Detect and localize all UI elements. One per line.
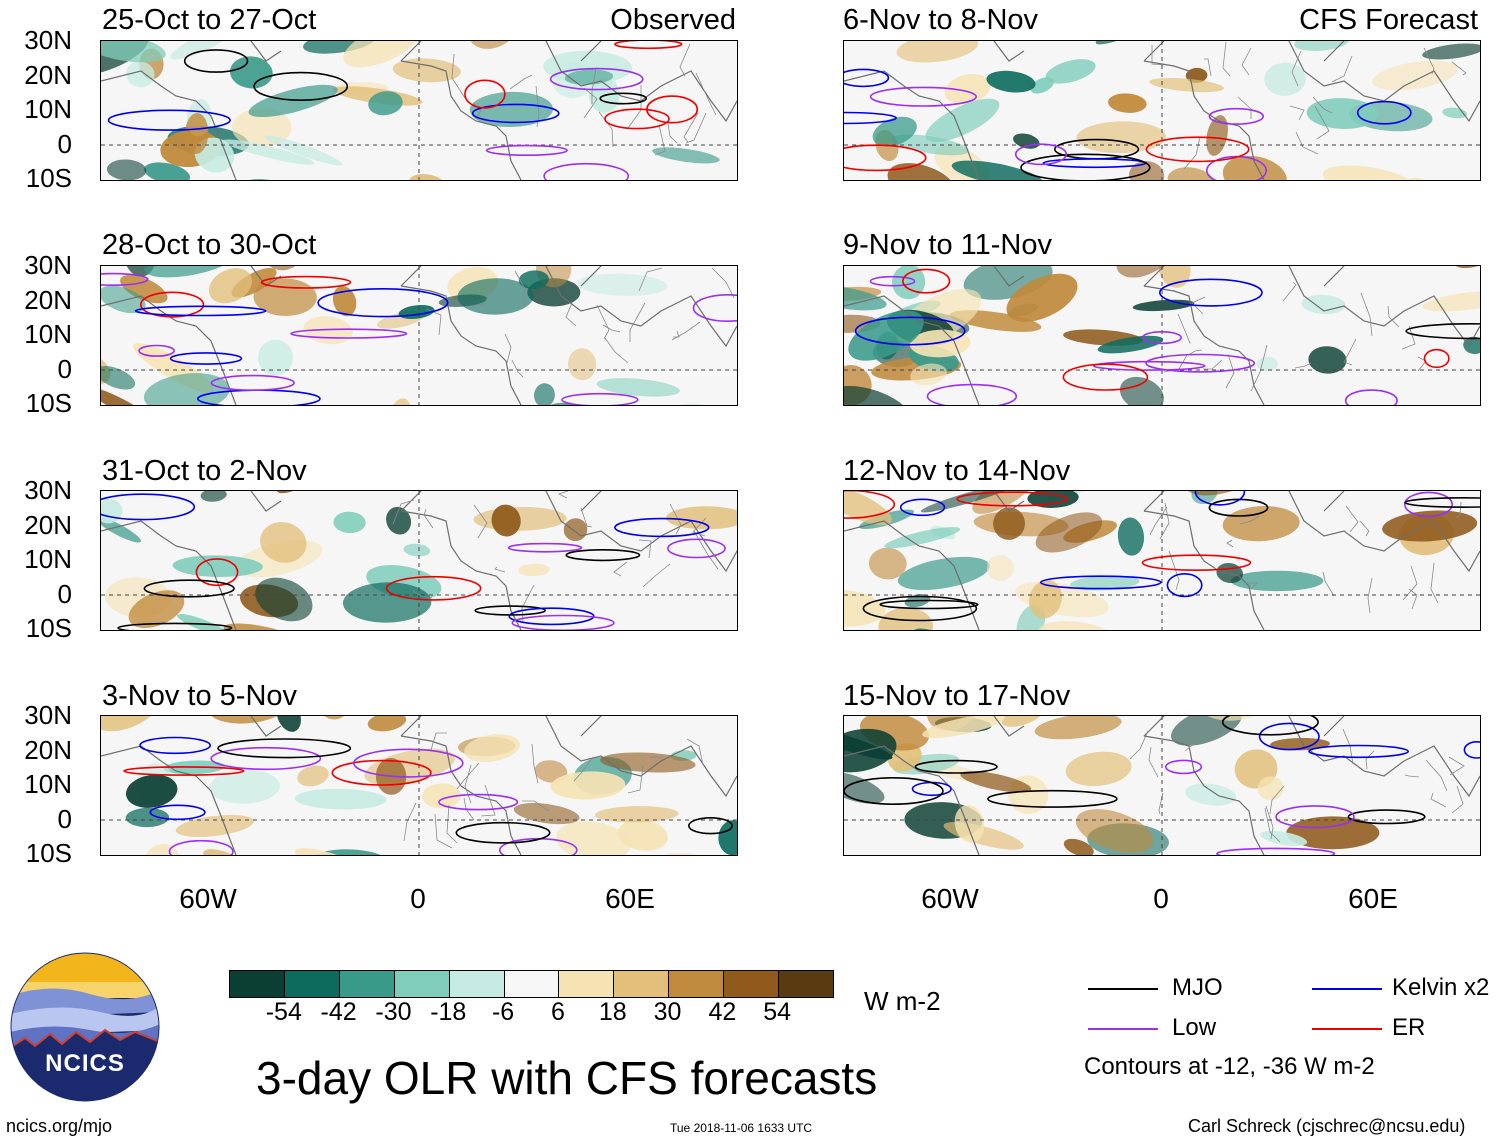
panel-title-observed-1: 25-Oct to 27-Oct: [102, 4, 317, 36]
panel-title-forecast-2: 9-Nov to 11-Nov: [843, 229, 1052, 261]
lon-label-obs-60w: 60W: [179, 883, 237, 914]
legend-label-low: Low: [1172, 1014, 1217, 1041]
panel-title-observed-4: 3-Nov to 5-Nov: [102, 680, 298, 712]
map-forecast-3: [843, 490, 1481, 631]
lat-label-row1-1: 20N: [24, 59, 72, 90]
map-observed-4: [100, 715, 738, 856]
lat-label-row1-0: 30N: [24, 25, 72, 55]
colorbar-tick-2: -30: [375, 998, 412, 1026]
panel-title-forecast-4: 15-Nov to 17-Nov: [843, 680, 1071, 712]
panel-title-forecast-1: 6-Nov to 8-Nov: [843, 4, 1039, 36]
lat-label-row1-3: 0: [57, 128, 72, 159]
panel-title-observed-2: 28-Oct to 30-Oct: [102, 229, 317, 261]
lat-label-row3-0: 30N: [24, 475, 72, 505]
colorbar-swatch-2: [339, 971, 395, 997]
colorbar-tick-5: 6: [550, 998, 565, 1026]
footer-author: Carl Schreck (cjschrec@ncsu.edu): [1188, 1116, 1466, 1136]
map-forecast-1: [843, 40, 1481, 181]
lat-label-row3-3: 0: [57, 578, 72, 609]
lat-label-row4-2: 10N: [24, 769, 72, 799]
legend-label-mjo: MJO: [1172, 974, 1223, 1001]
lat-label-row2-2: 10N: [24, 319, 72, 349]
lat-label-row3-2: 10N: [24, 544, 72, 574]
legend-line-low: [1088, 1028, 1158, 1030]
legend-line-kelvin: [1312, 988, 1382, 990]
lat-label-row1-2: 10N: [24, 94, 72, 124]
ncics-logo: NCICS: [10, 952, 160, 1102]
map-forecast-2: [843, 265, 1481, 406]
legend-label-er: ER: [1392, 1014, 1426, 1041]
legend-line-mjo: [1088, 988, 1158, 990]
colorbar: [229, 970, 834, 998]
lat-label-row3-1: 20N: [24, 509, 72, 540]
lat-label-row2-3: 0: [57, 353, 72, 384]
lat-label-row4-4: 10S: [25, 838, 72, 868]
lat-label-row4-1: 20N: [24, 734, 72, 765]
lat-label-row1-4: 10S: [25, 163, 72, 193]
lat-label-row3-4: 10S: [25, 613, 72, 643]
colorbar-tick-0: -54: [265, 998, 302, 1026]
forecast-header: CFS Forecast: [1299, 4, 1478, 36]
panel-title-forecast-3: 12-Nov to 14-Nov: [843, 455, 1071, 487]
colorbar-swatch-4: [449, 971, 505, 997]
lon-label-fc-60e: 60E: [1348, 883, 1398, 914]
colorbar-tick-4: -6: [491, 998, 515, 1026]
colorbar-tick-7: 30: [653, 998, 682, 1026]
colorbar-tick-6: 18: [598, 998, 627, 1026]
lat-label-row4-3: 0: [57, 803, 72, 834]
colorbar-swatch-5: [504, 971, 560, 997]
colorbar-swatch-7: [614, 971, 670, 997]
colorbar-swatch-6: [559, 971, 615, 997]
observed-header: Observed: [610, 4, 736, 36]
colorbar-unit: W m-2: [864, 986, 941, 1016]
colorbar-tick-3: -18: [430, 998, 467, 1026]
colorbar-swatch-3: [394, 971, 450, 997]
colorbar-tick-9: 54: [763, 998, 792, 1026]
lon-label-fc-0: 0: [1153, 883, 1169, 914]
footer-url[interactable]: ncics.org/mjo: [6, 1116, 113, 1136]
colorbar-swatch-1: [284, 971, 340, 997]
colorbar-swatch-0: [230, 971, 285, 997]
map-observed-3: [100, 490, 738, 631]
colorbar-swatch-8: [669, 971, 725, 997]
lat-label-row4-0: 30N: [24, 700, 72, 730]
legend-line-er: [1312, 1028, 1382, 1030]
legend-note: Contours at -12, -36 W m-2: [1084, 1053, 1375, 1080]
lon-label-fc-60w: 60W: [921, 883, 979, 914]
lat-label-row2-4: 10S: [25, 388, 72, 418]
colorbar-swatch-10: [779, 971, 833, 997]
lon-label-obs-0: 0: [410, 883, 426, 914]
logo-text: NCICS: [45, 1050, 125, 1077]
map-observed-1: [100, 40, 738, 181]
figure-title: 3-day OLR with CFS forecasts: [256, 1052, 878, 1104]
lat-label-row2-0: 30N: [24, 250, 72, 280]
map-forecast-4: [843, 715, 1481, 856]
colorbar-tick-1: -42: [320, 998, 357, 1026]
lon-label-obs-60e: 60E: [605, 883, 655, 914]
footer-timestamp: Tue 2018-11-06 1633 UTC: [670, 1121, 813, 1135]
lat-label-row2-1: 20N: [24, 284, 72, 315]
colorbar-tick-8: 42: [708, 998, 737, 1026]
panel-title-observed-3: 31-Oct to 2-Nov: [102, 455, 307, 487]
legend-label-kelvin: Kelvin x2: [1392, 974, 1490, 1001]
colorbar-swatch-9: [724, 971, 780, 997]
map-observed-2: [100, 265, 738, 406]
